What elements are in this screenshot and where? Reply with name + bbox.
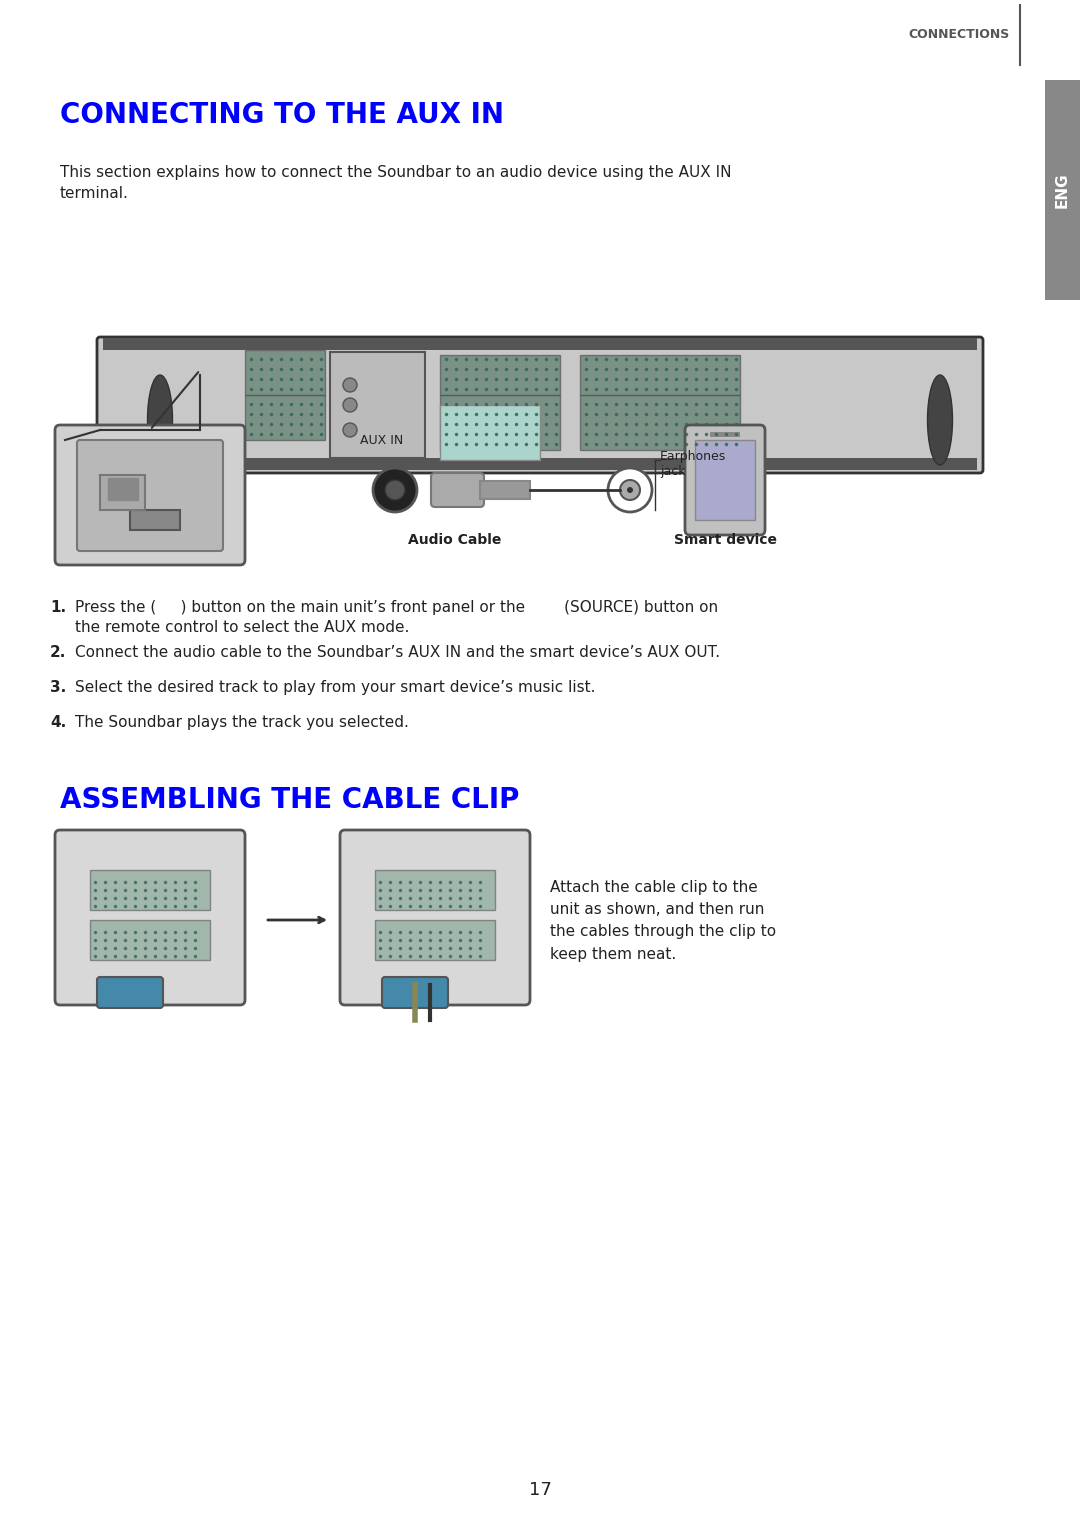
Text: Earphones
jack: Earphones jack — [660, 450, 726, 478]
Circle shape — [384, 479, 405, 499]
Text: Select the desired track to play from your smart device’s music list.: Select the desired track to play from yo… — [75, 680, 595, 695]
Text: ASSEMBLING THE CABLE CLIP: ASSEMBLING THE CABLE CLIP — [60, 786, 519, 814]
Text: 3.: 3. — [50, 680, 66, 695]
FancyBboxPatch shape — [440, 395, 561, 450]
Text: CONNECTING TO THE AUX IN: CONNECTING TO THE AUX IN — [60, 101, 504, 128]
Bar — [480, 481, 530, 499]
FancyBboxPatch shape — [245, 350, 325, 395]
Circle shape — [373, 467, 417, 512]
Bar — [90, 919, 210, 960]
Text: This section explains how to connect the Soundbar to an audio device using the A: This section explains how to connect the… — [60, 165, 731, 202]
FancyBboxPatch shape — [580, 395, 740, 450]
Text: Press the (     ) button on the main unit’s front panel or the        (SOURCE) b: Press the ( ) button on the main unit’s … — [75, 600, 718, 635]
Text: Audio Cable: Audio Cable — [408, 533, 502, 547]
Bar — [696, 440, 755, 521]
FancyBboxPatch shape — [77, 440, 222, 551]
Text: The Soundbar plays the track you selected.: The Soundbar plays the track you selecte… — [75, 715, 409, 730]
Bar — [710, 432, 740, 437]
Bar — [375, 870, 495, 910]
FancyBboxPatch shape — [330, 353, 426, 458]
Bar — [108, 478, 138, 499]
Text: ENG: ENG — [1054, 173, 1069, 208]
Circle shape — [343, 379, 357, 392]
FancyBboxPatch shape — [431, 473, 484, 507]
FancyBboxPatch shape — [382, 977, 448, 1008]
FancyBboxPatch shape — [340, 831, 530, 1005]
Circle shape — [627, 487, 633, 493]
FancyBboxPatch shape — [55, 831, 245, 1005]
Bar — [103, 337, 977, 350]
Bar — [440, 405, 540, 460]
Bar — [375, 919, 495, 960]
FancyBboxPatch shape — [1045, 79, 1080, 299]
Bar — [90, 870, 210, 910]
Bar — [103, 458, 977, 470]
FancyBboxPatch shape — [245, 395, 325, 440]
FancyBboxPatch shape — [55, 425, 245, 565]
Text: 17: 17 — [528, 1481, 552, 1500]
FancyBboxPatch shape — [97, 977, 163, 1008]
FancyBboxPatch shape — [685, 425, 765, 534]
Circle shape — [343, 399, 357, 412]
FancyBboxPatch shape — [97, 337, 983, 473]
FancyBboxPatch shape — [580, 354, 740, 395]
Text: Connect the audio cable to the Soundbar’s AUX IN and the smart device’s AUX OUT.: Connect the audio cable to the Soundbar’… — [75, 644, 720, 660]
FancyBboxPatch shape — [440, 354, 561, 395]
Text: 2.: 2. — [50, 644, 66, 660]
Bar — [100, 475, 145, 510]
Circle shape — [343, 423, 357, 437]
Ellipse shape — [928, 376, 953, 466]
Ellipse shape — [148, 376, 173, 466]
Text: Attach the cable clip to the
unit as shown, and then run
the cables through the : Attach the cable clip to the unit as sho… — [550, 880, 777, 962]
Circle shape — [608, 467, 652, 512]
Text: CONNECTIONS: CONNECTIONS — [908, 29, 1010, 41]
Text: Smart device: Smart device — [674, 533, 777, 547]
Circle shape — [620, 479, 640, 499]
Bar — [130, 510, 180, 530]
Text: 4.: 4. — [50, 715, 66, 730]
Text: AUX IN: AUX IN — [360, 434, 403, 446]
Text: 1.: 1. — [50, 600, 66, 615]
